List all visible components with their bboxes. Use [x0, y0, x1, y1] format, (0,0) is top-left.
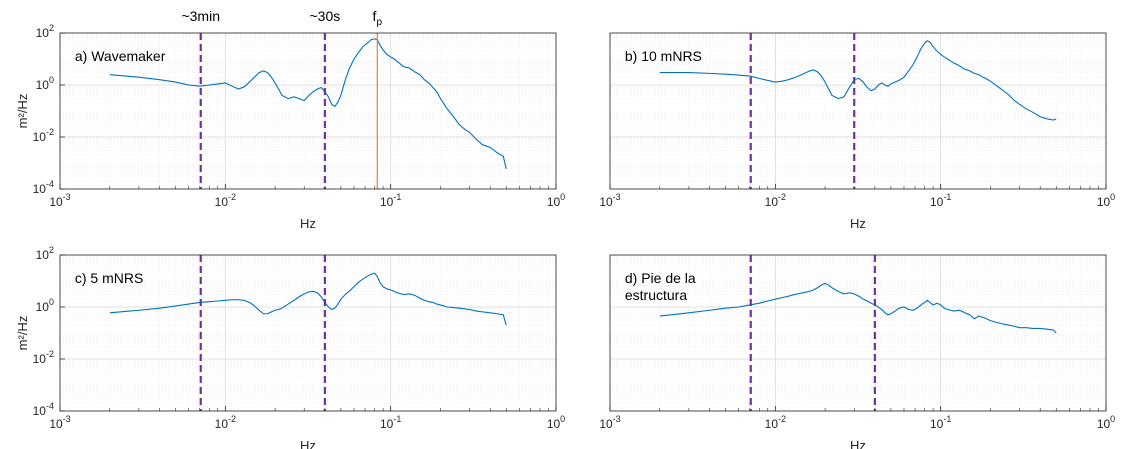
x-tick-label: 10-3 [49, 414, 70, 431]
panel-0: 10-3 10-2 10-1 100 10-4 10-2 100 102 Hz m²/Hz a) W… [15, 8, 565, 231]
x-tick-label: 10-2 [215, 192, 236, 209]
panel-label: b) 10 mNRS [625, 48, 702, 64]
x-tick-label: 10-1 [380, 414, 401, 431]
annotation-label: fp [373, 8, 383, 28]
y-tick-label: 10-4 [33, 401, 54, 418]
y-axis-label: m²/Hz [15, 94, 30, 129]
panel-label: estructura [625, 287, 687, 303]
panel-label: c) 5 mNRS [75, 270, 143, 286]
x-tick-label: 10-3 [599, 192, 620, 209]
annotation-label: ~30s [309, 8, 340, 24]
y-axis-label: m²/Hz [15, 316, 30, 351]
annotation-label: ~3min [181, 8, 220, 24]
y-tick-label: 102 [36, 245, 54, 262]
x-tick-label: 10-3 [49, 192, 70, 209]
x-axis-label: Hz [850, 216, 866, 231]
x-tick-label: 10-1 [930, 192, 951, 209]
x-tick-label: 10-2 [765, 192, 786, 209]
x-axis-label: Hz [300, 216, 316, 231]
y-tick-label: 10-2 [33, 349, 54, 366]
x-tick-label: 100 [547, 414, 565, 431]
x-tick-label: 10-3 [599, 414, 620, 431]
x-tick-label: 100 [1097, 192, 1115, 209]
x-tick-label: 10-1 [380, 192, 401, 209]
y-tick-label: 10-2 [33, 127, 54, 144]
panel-2: 10-3 10-2 10-1 100 10-4 10-2 100 102 Hz m²/Hz c) 5… [15, 245, 565, 449]
panel-label: d) Pie de la [625, 270, 696, 286]
x-axis-label: Hz [850, 438, 866, 449]
panel-1: 10-3 10-2 10-1 100 Hz b) 10 mNRS [599, 33, 1115, 231]
x-tick-label: 10-2 [215, 414, 236, 431]
x-tick-label: 10-2 [765, 414, 786, 431]
x-axis-label: Hz [300, 438, 316, 449]
y-tick-label: 100 [36, 297, 54, 314]
y-tick-label: 100 [36, 75, 54, 92]
x-tick-label: 100 [1097, 414, 1115, 431]
y-tick-label: 102 [36, 23, 54, 40]
x-tick-label: 100 [547, 192, 565, 209]
panel-label: a) Wavemaker [75, 48, 166, 64]
y-tick-label: 10-4 [33, 179, 54, 196]
x-tick-label: 10-1 [930, 414, 951, 431]
